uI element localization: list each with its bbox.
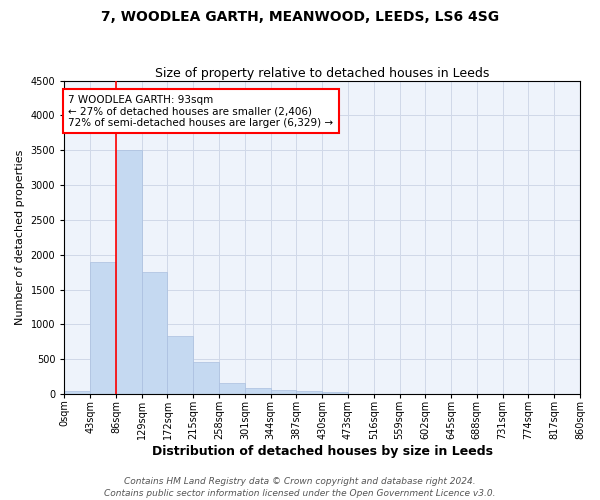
Bar — [322, 392, 348, 394]
Bar — [167, 336, 193, 394]
Text: 7 WOODLEA GARTH: 93sqm
← 27% of detached houses are smaller (2,406)
72% of semi-: 7 WOODLEA GARTH: 93sqm ← 27% of detached… — [68, 94, 334, 128]
Bar — [193, 362, 219, 394]
Bar — [64, 390, 90, 394]
Bar — [142, 272, 167, 394]
Bar — [271, 390, 296, 394]
Text: 7, WOODLEA GARTH, MEANWOOD, LEEDS, LS6 4SG: 7, WOODLEA GARTH, MEANWOOD, LEEDS, LS6 4… — [101, 10, 499, 24]
Bar — [90, 262, 116, 394]
Bar — [296, 391, 322, 394]
Text: Contains HM Land Registry data © Crown copyright and database right 2024.
Contai: Contains HM Land Registry data © Crown c… — [104, 476, 496, 498]
Y-axis label: Number of detached properties: Number of detached properties — [15, 150, 25, 325]
X-axis label: Distribution of detached houses by size in Leeds: Distribution of detached houses by size … — [152, 444, 493, 458]
Bar — [219, 383, 245, 394]
Bar — [116, 150, 142, 394]
Bar — [245, 388, 271, 394]
Title: Size of property relative to detached houses in Leeds: Size of property relative to detached ho… — [155, 66, 490, 80]
